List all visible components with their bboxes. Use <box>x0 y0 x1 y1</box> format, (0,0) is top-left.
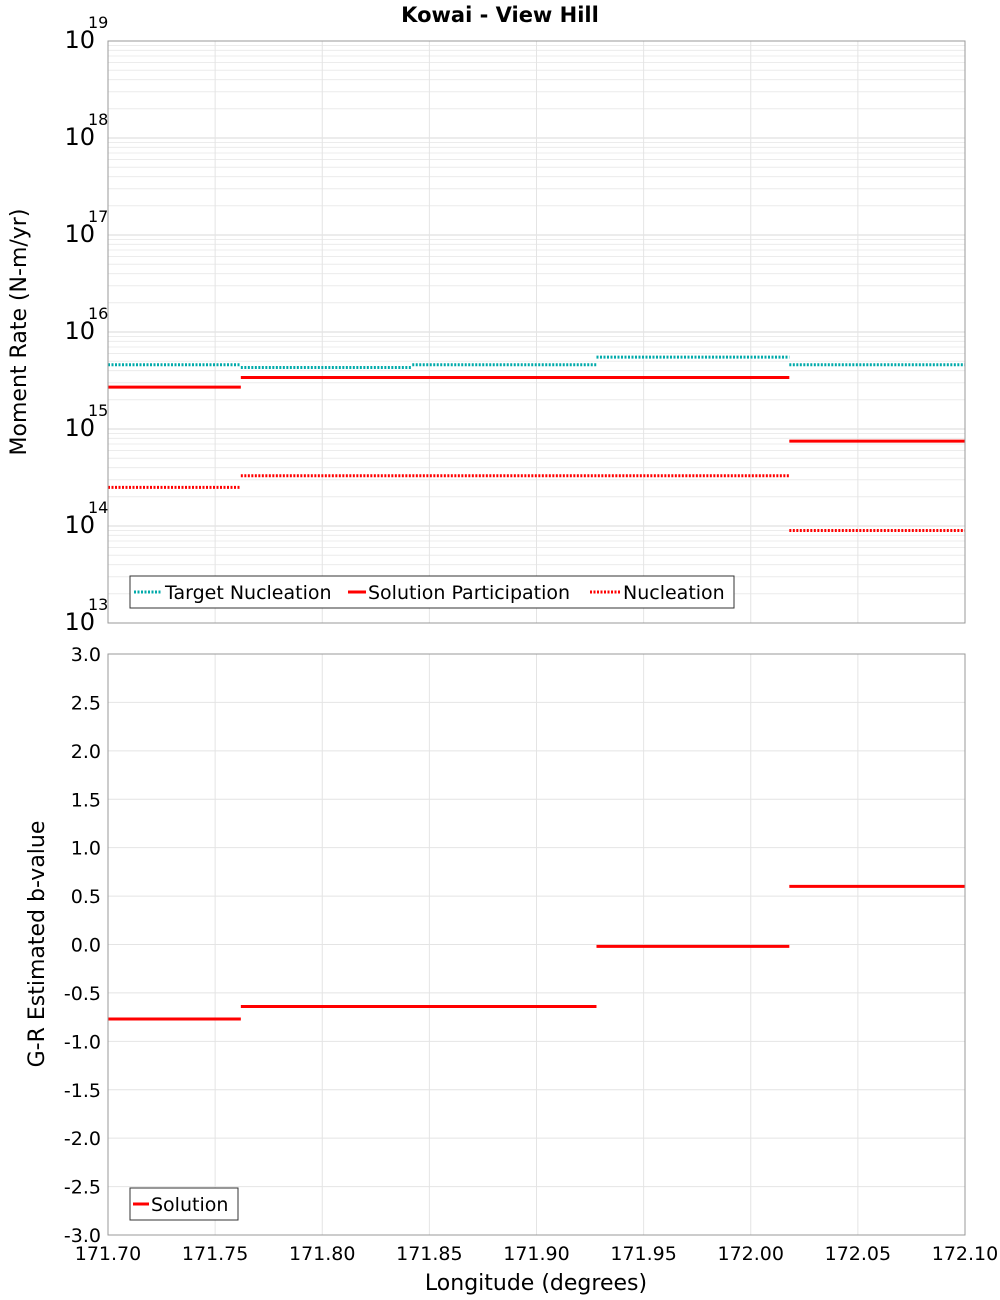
x-tick-label: 172.10 <box>932 1243 998 1265</box>
x-tick-label: 171.95 <box>610 1243 676 1265</box>
moment-rate-plot-border <box>107 40 966 624</box>
b-value-y-tick-label: -3.0 <box>64 1225 101 1247</box>
b-value-series <box>108 884 965 1021</box>
moment-rate-y-tick-label: 10 <box>64 608 95 636</box>
b-value-legend: Solution <box>129 1187 239 1221</box>
moment-rate-y-tick-exponent: 13 <box>88 595 108 614</box>
legend-label-target-nucleation: Target Nucleation <box>164 582 332 604</box>
b-value-y-tick-label: 2.0 <box>71 741 101 763</box>
b-value-y-tick-label: -0.5 <box>64 983 101 1005</box>
legend-label-solution-participation: Solution Participation <box>368 582 570 604</box>
moment-rate-y-axis-label: Moment Rate (N-m/yr) <box>7 209 32 456</box>
moment-rate-y-tick-label: 10 <box>64 220 95 248</box>
moment-rate-y-tick-exponent: 14 <box>88 498 108 517</box>
b-value-y-tick-label: 1.0 <box>71 838 101 860</box>
moment-rate-legend-box <box>129 575 735 609</box>
b-value-y-tick-label: 1.5 <box>71 789 101 811</box>
moment-rate-y-tick-label: 10 <box>64 26 95 54</box>
x-tick-label: 171.85 <box>396 1243 462 1265</box>
moment-rate-y-tick-exponent: 16 <box>88 304 108 323</box>
b-value-y-tick-label: 0.5 <box>71 886 101 908</box>
x-tick-label: 171.75 <box>182 1243 248 1265</box>
x-axis-label: Longitude (degrees) <box>425 1271 647 1296</box>
moment-rate-y-tick-label: 10 <box>64 511 95 539</box>
moment-rate-series <box>108 355 965 532</box>
b-value-y-tick-label: 2.5 <box>71 692 101 714</box>
b-value-y-tick-label: -2.0 <box>64 1128 101 1150</box>
b-value-y-tick-label: -1.5 <box>64 1080 101 1102</box>
b-value-y-tick-label: 3.0 <box>71 644 101 666</box>
moment-rate-y-tick-label: 10 <box>64 317 95 345</box>
legend-label-solution: Solution <box>151 1194 228 1216</box>
x-tick-label: 171.70 <box>75 1243 141 1265</box>
b-value-panel: 3.0 2.5 2.0 1.5 1.0 0.5 0.0 -0.5 -1.0 -1.5 -2.0 -2.… <box>25 644 998 1296</box>
moment-rate-y-tick-exponent: 19 <box>88 13 108 32</box>
chart-title: Kowai - View Hill <box>401 3 599 27</box>
legend-label-nucleation: Nucleation <box>623 582 725 604</box>
x-tick-label: 171.90 <box>503 1243 569 1265</box>
x-tick-label: 172.00 <box>718 1243 784 1265</box>
b-value-y-tick-label: -1.0 <box>64 1031 101 1053</box>
moment-rate-y-tick-label: 10 <box>64 414 95 442</box>
x-tick-label: 171.80 <box>289 1243 355 1265</box>
b-value-plot-border <box>107 653 966 1236</box>
b-value-y-tick-label: -2.5 <box>64 1177 101 1199</box>
b-value-y-ticks: 3.0 2.5 2.0 1.5 1.0 0.5 0.0 -0.5 -1.0 -1.5 -2.0 -2.… <box>64 644 101 1247</box>
b-value-y-tick-label: 0.0 <box>71 935 101 957</box>
moment-rate-y-tick-exponent: 18 <box>88 110 108 129</box>
x-axis-ticks: 171.70 171.75 171.80 171.85 171.90 171.95 172.… <box>75 1243 998 1265</box>
moment-rate-legend: Target Nucleation Solution Participation… <box>129 575 735 609</box>
moment-rate-y-tick-label: 10 <box>64 123 95 151</box>
moment-rate-y-tick-exponent: 17 <box>88 207 108 226</box>
moment-rate-y-tick-exponent: 15 <box>88 401 108 420</box>
x-tick-label: 172.05 <box>825 1243 891 1265</box>
b-value-y-axis-label: G-R Estimated b-value <box>25 821 50 1068</box>
